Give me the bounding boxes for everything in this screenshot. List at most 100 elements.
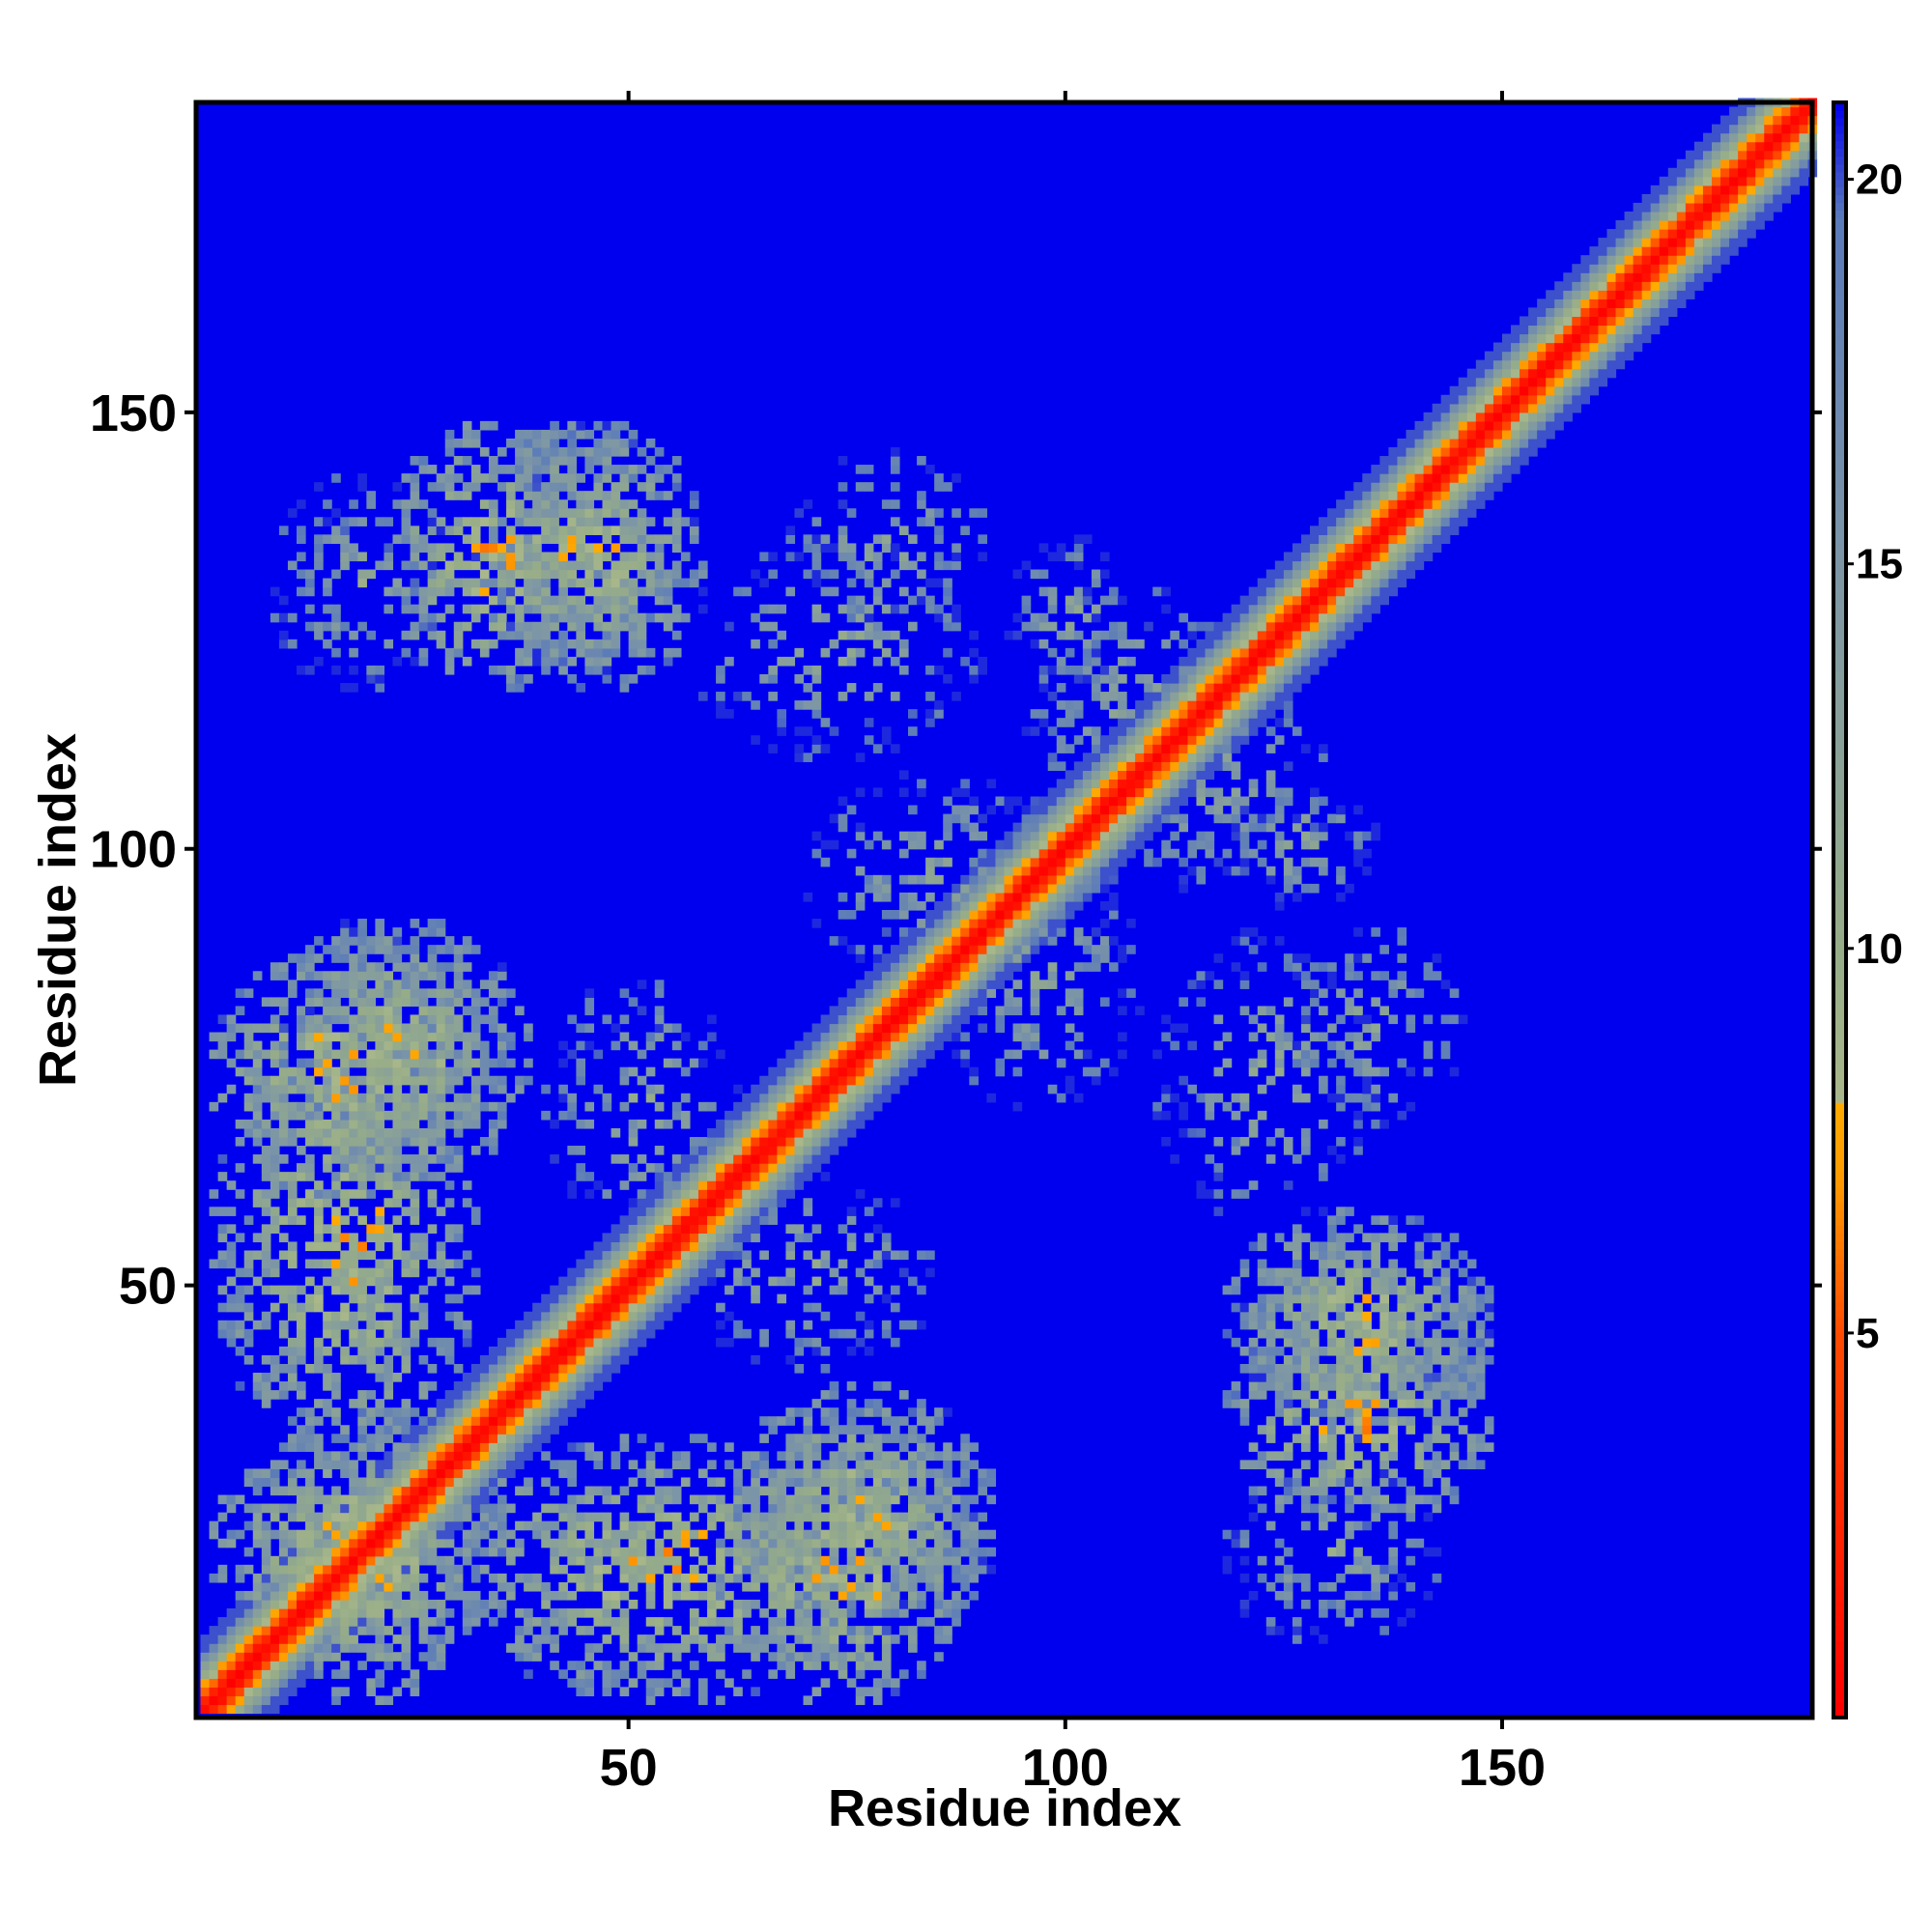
heatmap-cell bbox=[785, 1058, 796, 1068]
heatmap-cell bbox=[366, 1477, 376, 1488]
heatmap-cell bbox=[349, 1267, 358, 1278]
heatmap-cell bbox=[418, 1040, 429, 1051]
heatmap-cell bbox=[872, 1695, 883, 1706]
heatmap-cell bbox=[506, 1399, 516, 1408]
heatmap-cell bbox=[252, 1136, 263, 1147]
heatmap-cell bbox=[898, 953, 909, 963]
heatmap-cell bbox=[671, 1110, 682, 1121]
heatmap-cell bbox=[671, 1224, 682, 1234]
heatmap-cell bbox=[297, 1652, 306, 1662]
heatmap-cell bbox=[243, 1032, 254, 1042]
heatmap-cell bbox=[453, 1119, 464, 1129]
heatmap-cell bbox=[829, 1032, 839, 1042]
heatmap-cell bbox=[751, 1172, 760, 1181]
heatmap-cell bbox=[593, 1328, 604, 1339]
heatmap-cell bbox=[680, 1241, 691, 1252]
heatmap-cell bbox=[611, 630, 621, 640]
heatmap-cell bbox=[532, 456, 542, 466]
heatmap-cell bbox=[576, 1040, 586, 1051]
heatmap-cell bbox=[410, 482, 420, 492]
heatmap-cell bbox=[881, 1407, 892, 1417]
heatmap-cell bbox=[654, 1512, 665, 1522]
heatmap-cell bbox=[497, 1547, 507, 1557]
heatmap-cell bbox=[567, 1189, 577, 1199]
heatmap-cell bbox=[392, 1084, 403, 1094]
heatmap-cell bbox=[261, 1075, 271, 1086]
heatmap-cell bbox=[637, 639, 647, 649]
heatmap-cell bbox=[427, 1363, 438, 1374]
heatmap-cell bbox=[855, 1014, 866, 1025]
heatmap-cell bbox=[855, 1468, 866, 1479]
heatmap-cell bbox=[881, 1320, 892, 1330]
heatmap-cell bbox=[392, 927, 403, 937]
heatmap-cell bbox=[803, 1573, 813, 1583]
heatmap-cell bbox=[707, 1136, 717, 1147]
heatmap-cell bbox=[323, 1363, 332, 1374]
heatmap-cell bbox=[340, 1617, 350, 1627]
heatmap-cell bbox=[733, 1136, 743, 1147]
heatmap-cell bbox=[401, 1399, 412, 1408]
heatmap-cell bbox=[331, 1075, 341, 1086]
heatmap-cell bbox=[794, 1049, 805, 1060]
heatmap-cell bbox=[331, 1687, 341, 1697]
heatmap-cell bbox=[820, 1529, 831, 1540]
heatmap-cell bbox=[410, 1320, 420, 1330]
heatmap-cell bbox=[872, 1573, 883, 1583]
heatmap-cell bbox=[366, 1189, 376, 1199]
heatmap-cell bbox=[846, 630, 857, 640]
heatmap-cell bbox=[846, 1058, 857, 1068]
heatmap-cell bbox=[785, 1110, 796, 1121]
heatmap-cell bbox=[742, 1520, 752, 1531]
heatmap-cell bbox=[375, 1066, 385, 1077]
heatmap-cell bbox=[811, 1058, 822, 1068]
heatmap-cell bbox=[506, 499, 516, 509]
heatmap-cell bbox=[392, 1233, 403, 1243]
heatmap-cell bbox=[550, 1416, 559, 1426]
heatmap-cell bbox=[235, 1564, 245, 1575]
heatmap-cell bbox=[392, 1407, 403, 1417]
heatmap-cell bbox=[917, 1032, 926, 1042]
heatmap-cell bbox=[960, 1049, 970, 1060]
heatmap-cell bbox=[366, 1529, 376, 1540]
heatmap-cell bbox=[724, 1250, 734, 1261]
heatmap-cell bbox=[908, 1555, 918, 1566]
heatmap-cell bbox=[811, 560, 822, 571]
heatmap-cell bbox=[515, 1399, 525, 1408]
heatmap-cell bbox=[628, 1040, 639, 1051]
heatmap-cell bbox=[864, 1399, 874, 1408]
heatmap-cell bbox=[314, 534, 324, 545]
heatmap-cell bbox=[803, 1416, 813, 1426]
heatmap-cell bbox=[898, 1512, 909, 1522]
heatmap-cell bbox=[794, 1346, 805, 1356]
heatmap-cell bbox=[287, 1285, 298, 1295]
heatmap-cell bbox=[872, 656, 883, 667]
heatmap-cell bbox=[401, 1189, 412, 1199]
heatmap-cell bbox=[314, 971, 324, 980]
heatmap-cell bbox=[751, 1460, 760, 1470]
heatmap-cell bbox=[952, 1477, 961, 1488]
heatmap-cell bbox=[550, 1590, 559, 1601]
heatmap-cell bbox=[497, 1512, 507, 1522]
heatmap-cell bbox=[270, 1512, 280, 1522]
heatmap-cell bbox=[410, 1599, 420, 1609]
heatmap-cell bbox=[576, 1259, 586, 1269]
heatmap-cell bbox=[558, 1285, 568, 1295]
heatmap-cell bbox=[820, 1311, 831, 1321]
heatmap-cell bbox=[323, 1241, 332, 1252]
heatmap-cell bbox=[243, 1093, 254, 1103]
heatmap-cell bbox=[637, 1241, 647, 1252]
heatmap-cell bbox=[270, 1267, 280, 1278]
heatmap-cell bbox=[532, 1302, 542, 1313]
heatmap-cell bbox=[357, 1581, 367, 1592]
heatmap-cell bbox=[217, 1285, 228, 1295]
heatmap-cell bbox=[270, 586, 280, 597]
heatmap-cell bbox=[777, 1617, 787, 1627]
heatmap-cell bbox=[576, 420, 586, 431]
heatmap-cell bbox=[401, 1460, 412, 1470]
heatmap-cell bbox=[392, 1416, 403, 1426]
heatmap-cell bbox=[908, 945, 918, 954]
heatmap-cell bbox=[524, 578, 533, 588]
heatmap-cell bbox=[392, 1373, 403, 1382]
heatmap-cell bbox=[637, 1189, 647, 1199]
heatmap-cell bbox=[925, 936, 935, 946]
